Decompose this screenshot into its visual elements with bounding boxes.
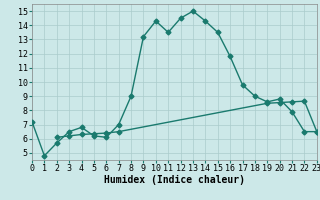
X-axis label: Humidex (Indice chaleur): Humidex (Indice chaleur) <box>104 175 245 185</box>
